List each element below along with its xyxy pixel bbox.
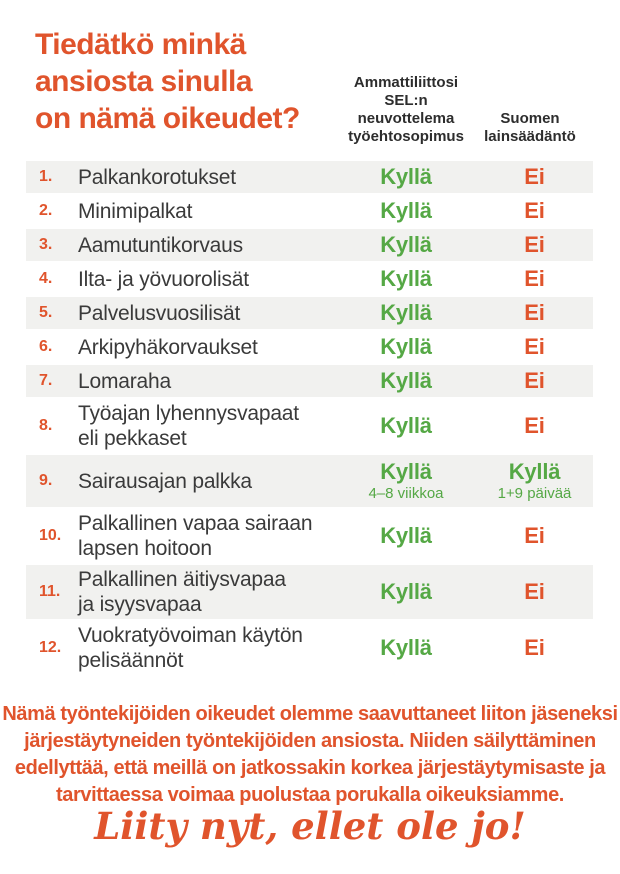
row-number: 12. <box>39 639 62 656</box>
answer-finnish-law: Ei <box>524 266 545 291</box>
row-number: 4. <box>39 270 53 287</box>
column-header-line: Ammattiliittosi <box>353 74 459 91</box>
answer-finnish-law: Ei <box>524 368 545 393</box>
row-number: 3. <box>39 236 53 253</box>
table-row: 10. Palkallinen vapaa sairaan lapsen hoito… <box>26 509 593 563</box>
column-header-line: neuvottelema <box>357 110 455 127</box>
table-row: 11. Palkallinen äitiysvapaa ja isyysvapaa K… <box>26 565 593 619</box>
page-title-line: ansiosta sinulla <box>35 65 253 98</box>
column-header-union-agreement: Ammattiliittosi SEL:n neuvottelema työeh… <box>321 74 491 146</box>
answer-union-agreement: Kyllä <box>380 232 432 257</box>
answer-union-agreement: Kyllä <box>380 334 432 359</box>
table-row: 9. Sairausajan palkka Kyllä 4–8 viikkoa Kyll… <box>26 455 593 507</box>
answer-note: 4–8 viikkoa <box>368 485 444 502</box>
answer-union-agreement: Kyllä <box>380 198 432 223</box>
row-number: 10. <box>39 527 62 544</box>
row-number: 7. <box>39 372 53 389</box>
footer-paragraph-line: järjestäytyneiden työntekijöiden ansiost… <box>24 730 596 752</box>
row-number: 5. <box>39 304 53 321</box>
table-row: 4. Ilta- ja yövuorolisät Kyllä Ei <box>26 263 593 295</box>
answer-finnish-law: Ei <box>524 635 545 660</box>
answer-union-agreement: Kyllä <box>380 635 432 660</box>
answer-union-agreement: Kyllä <box>380 523 432 548</box>
answer-finnish-law: Kyllä 1+9 päivää <box>476 460 593 503</box>
page-title-line: Tiedätkö minkä <box>35 28 246 61</box>
column-header-line: työehtosopimus <box>348 128 464 145</box>
column-header-line: lainsäädäntö <box>484 128 576 145</box>
row-label: Palkallinen vapaa sairaan lapsen hoitoon <box>78 512 313 560</box>
row-label: Arkipyhäkorvaukset <box>78 335 258 359</box>
answer-finnish-law: Ei <box>524 300 545 325</box>
answer-union-agreement: Kyllä <box>380 579 432 604</box>
rights-table: 1. Palkankorotukset Kyllä Ei 2. Minimipalkat K… <box>26 161 593 677</box>
row-label: Palvelusvuosilisät <box>78 301 241 325</box>
column-header-finnish-law: Suomen lainsäädäntö <box>465 110 595 146</box>
answer-union-agreement: Kyllä 4–8 viikkoa <box>336 460 476 503</box>
row-number: 1. <box>39 168 53 185</box>
row-number: 8. <box>39 417 53 434</box>
answer-note: 1+9 päivää <box>497 485 572 502</box>
row-label: Sairausajan palkka <box>78 469 252 493</box>
cta-text: Liity nyt, ellet ole jo! <box>94 804 526 848</box>
answer-union-agreement: Kyllä <box>380 266 432 291</box>
column-header-line: SEL:n <box>384 92 428 109</box>
answer-finnish-law: Ei <box>524 232 545 257</box>
row-label: Vuokratyövoiman käytön pelisäännöt <box>78 624 303 672</box>
row-number: 11. <box>39 583 61 600</box>
row-label: Ilta- ja yövuorolisät <box>78 267 249 291</box>
answer-finnish-law: Ei <box>524 334 545 359</box>
answer-union-agreement: Kyllä <box>380 300 432 325</box>
row-label: Lomaraha <box>78 369 171 393</box>
answer-finnish-law: Ei <box>524 164 545 189</box>
row-label: Palkankorotukset <box>78 165 236 189</box>
column-header-line: Suomen <box>500 110 560 127</box>
footer-paragraph-line: edellyttää, että meillä on jatkossakin k… <box>14 757 606 779</box>
footer-paragraph-line: Nämä työntekijöiden oikeudet olemme saav… <box>2 703 618 725</box>
answer-union-agreement: Kyllä <box>380 164 432 189</box>
page-title: Tiedätkö minkä ansiosta sinulla on nämä … <box>35 26 300 137</box>
table-row: 7. Lomaraha Kyllä Ei <box>26 365 593 397</box>
row-number: 6. <box>39 338 53 355</box>
footer-paragraph: Nämä työntekijöiden oikeudet olemme saav… <box>0 701 620 809</box>
table-row: 12. Vuokratyövoiman käytön pelisäännöt Kyll… <box>26 621 593 675</box>
answer-finnish-law: Ei <box>524 413 545 438</box>
table-row: 8. Työajan lyhennysvapaat eli pekkaset Kyll… <box>26 399 593 453</box>
table-row: 1. Palkankorotukset Kyllä Ei <box>26 161 593 193</box>
footer-paragraph-line: tarvittaessa voimaa puolustaa porukalla … <box>56 784 564 806</box>
table-row: 2. Minimipalkat Kyllä Ei <box>26 195 593 227</box>
row-label: Aamutuntikorvaus <box>78 233 243 257</box>
row-label: Palkallinen äitiysvapaa ja isyysvapaa <box>78 568 286 616</box>
table-row: 3. Aamutuntikorvaus Kyllä Ei <box>26 229 593 261</box>
row-number: 9. <box>39 472 53 489</box>
answer-union-agreement: Kyllä <box>380 368 432 393</box>
answer-finnish-law: Ei <box>524 579 545 604</box>
row-label: Työajan lyhennysvapaat eli pekkaset <box>78 402 299 450</box>
row-number: 2. <box>39 202 53 219</box>
answer-finnish-law: Ei <box>524 198 545 223</box>
page-title-line: on nämä oikeudet? <box>35 102 300 135</box>
table-row: 6. Arkipyhäkorvaukset Kyllä Ei <box>26 331 593 363</box>
answer-union-agreement: Kyllä <box>380 413 432 438</box>
row-label: Minimipalkat <box>78 199 193 223</box>
answer-finnish-law: Ei <box>524 523 545 548</box>
table-row: 5. Palvelusvuosilisät Kyllä Ei <box>26 297 593 329</box>
